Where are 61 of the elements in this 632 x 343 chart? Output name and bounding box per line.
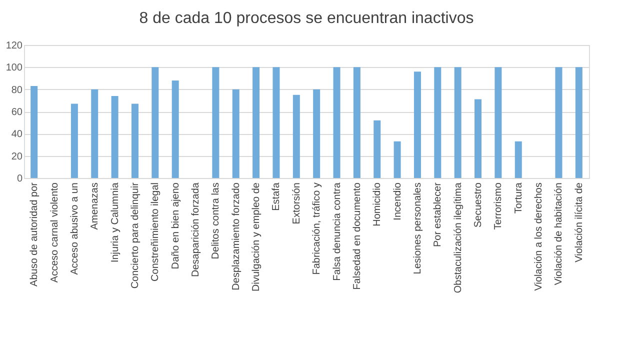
x-tick-label: Constreñimiento ilegal	[150, 182, 162, 282]
y-tick-label: 40	[11, 129, 23, 140]
bar	[374, 120, 381, 178]
bar	[152, 67, 159, 178]
bar	[292, 94, 300, 178]
x-tick-label: Extorsión	[291, 182, 302, 224]
x-tick-label: Violación de habitación	[554, 182, 565, 286]
x-tick-label: Falsa denuncia contra	[332, 182, 343, 281]
bar	[91, 89, 98, 178]
bar	[394, 141, 401, 178]
bar	[172, 80, 179, 178]
x-tick-label: Por establecer	[432, 182, 444, 247]
bar	[514, 141, 522, 178]
bar	[212, 67, 220, 178]
x-tick-label: Violación a los derechos	[534, 182, 545, 291]
x-tick-label: Estafa	[271, 182, 282, 211]
bar	[414, 72, 421, 178]
x-tick-label: Delitos contra las	[210, 182, 222, 260]
x-tick-label: Falsedad en documento	[352, 182, 363, 290]
bar	[474, 99, 482, 178]
x-tick-label: Daño en bien ajeno	[170, 182, 182, 270]
x-tick-label: Fabricación, tráfico y	[312, 182, 323, 275]
x-tick-label: Abuso de autoridad por	[29, 182, 40, 286]
bar	[252, 67, 260, 178]
bar	[111, 96, 118, 178]
x-tick-label: Injuria y Calumnia	[110, 182, 121, 263]
x-tick-label: Obstaculización ilegítima	[452, 182, 464, 294]
bar	[494, 67, 502, 178]
bar	[454, 67, 462, 178]
bar	[333, 67, 340, 178]
x-tick-label: Terrorismo	[493, 182, 504, 230]
chart-title: 8 de cada 10 procesos se encuentran inactivos	[139, 10, 474, 27]
bar	[30, 86, 38, 178]
y-tick-label: 20	[11, 151, 23, 162]
x-tick-label: Incendio	[392, 182, 404, 220]
x-tick-label: Tortura	[513, 182, 524, 214]
x-tick-label: Violación ilícita de	[574, 182, 585, 262]
x-tick-label: Divulgación y empleo de	[251, 182, 262, 292]
bar	[131, 104, 138, 178]
bar	[272, 67, 280, 178]
x-tick-label: Acceso abusivo a un	[69, 182, 80, 275]
x-tick-label: Concierto para delinquir	[130, 182, 141, 289]
y-tick-label: 0	[16, 174, 23, 184]
y-tick-label: 120	[6, 40, 23, 52]
x-tick-label: Desaparición forzada	[190, 182, 202, 277]
bar	[555, 67, 562, 178]
y-tick-label: 100	[6, 62, 23, 74]
x-tick-label: Acceso carnal violento	[49, 182, 60, 283]
bar	[70, 104, 78, 178]
x-tick-label: Homicidio	[372, 182, 384, 226]
x-tick-label: Secuestro	[473, 182, 484, 228]
y-tick-label: 60	[11, 107, 23, 118]
x-tick-label: Lesiones personales	[412, 182, 424, 274]
bar	[575, 67, 582, 178]
bar	[232, 89, 240, 178]
bar	[434, 67, 442, 178]
x-tick-label: Amenazas	[90, 182, 101, 230]
x-tick-label: Desplazamiento forzado	[230, 182, 242, 290]
bar	[353, 67, 360, 178]
y-tick-label: 80	[11, 84, 23, 96]
bar	[313, 89, 320, 178]
